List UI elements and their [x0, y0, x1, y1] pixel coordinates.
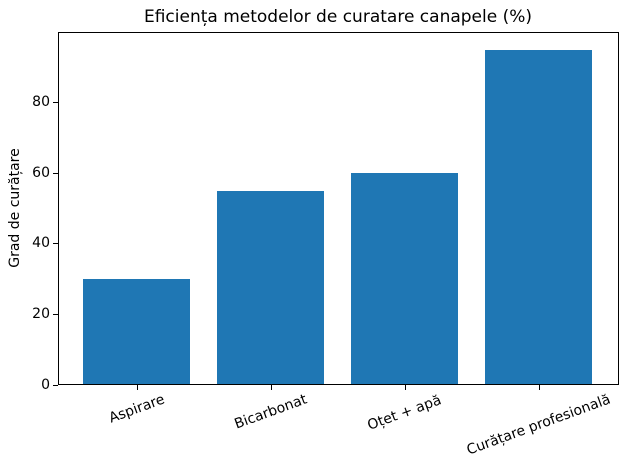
y-tick-label: 20 [32, 306, 50, 322]
x-tick-mark [405, 385, 406, 390]
y-tick-mark [53, 314, 58, 315]
y-tick-label: 40 [32, 235, 50, 251]
bar-1 [83, 279, 190, 384]
chart-title: Eficiența metodelor de curatare canapele… [143, 7, 533, 27]
y-tick-mark [53, 173, 58, 174]
x-tick-mark [137, 385, 138, 390]
y-tick-label: 0 [41, 377, 50, 393]
y-tick-mark [53, 243, 58, 244]
x-tick-label: Curățare profesională [464, 391, 613, 459]
x-tick-mark [539, 385, 540, 390]
y-tick-mark [53, 385, 58, 386]
plot-area [58, 32, 619, 385]
x-tick-label: Bicarbonat [232, 391, 310, 433]
y-tick-label: 80 [32, 94, 50, 110]
x-tick-label: Oțet + apă [365, 392, 444, 434]
y-tick-label: 60 [32, 165, 50, 181]
bar-4 [485, 50, 592, 384]
bar-2 [217, 191, 324, 384]
x-tick-label: Aspirare [106, 391, 167, 427]
y-tick-mark [53, 102, 58, 103]
bar-3 [351, 173, 458, 384]
x-tick-mark [271, 385, 272, 390]
